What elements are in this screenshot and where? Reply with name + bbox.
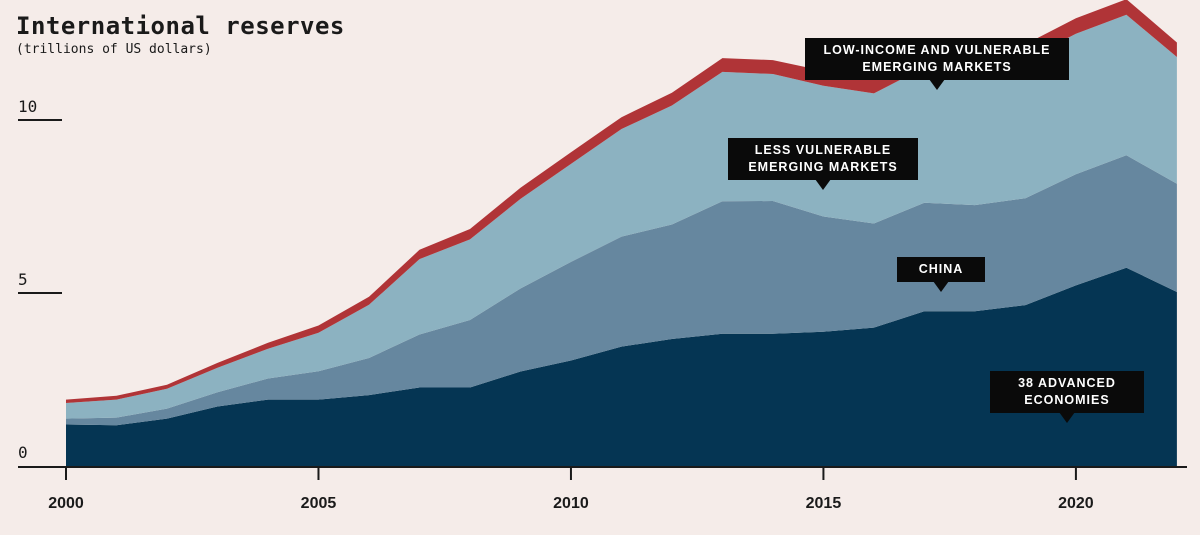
callout-pointer (815, 179, 831, 190)
callout-label: CHINA (919, 262, 964, 276)
callout-label: 38 ADVANCED (1018, 376, 1116, 390)
callout-pointer (1059, 412, 1075, 423)
x-tick-label: 2015 (806, 495, 842, 512)
callout-pointer (933, 281, 949, 292)
callout-label: EMERGING MARKETS (748, 160, 897, 174)
area-less-vulnerable (66, 14, 1177, 419)
callout-low-income: LOW-INCOME AND VULNERABLE EMERGING MARKET… (805, 38, 1069, 90)
x-tick-label: 2000 (48, 495, 84, 512)
area-advanced (66, 267, 1177, 466)
callout-label: EMERGING MARKETS (862, 60, 1011, 74)
area-layers (66, 0, 1177, 466)
y-tick-label: 5 (18, 270, 28, 289)
y-tick-label: 0 (18, 443, 28, 462)
area-china (66, 155, 1177, 426)
x-tick-label: 2005 (301, 495, 337, 512)
callout-less-vulnerable: LESS VULNERABLE EMERGING MARKETS (728, 138, 918, 190)
x-tick-label: 2010 (553, 495, 589, 512)
callout-box (805, 38, 1069, 80)
callout-china: CHINA (897, 257, 985, 292)
x-tick-label: 2020 (1058, 495, 1094, 512)
callout-advanced: 38 ADVANCED ECONOMIES (990, 371, 1144, 423)
callout-box (728, 138, 918, 180)
callout-box (897, 257, 985, 282)
callout-label: ECONOMIES (1024, 393, 1109, 407)
callout-pointer (929, 79, 945, 90)
chart-title: International reserves (16, 12, 345, 40)
callout-box (990, 371, 1144, 413)
callout-label: LOW-INCOME AND VULNERABLE (823, 43, 1050, 57)
callout-label: LESS VULNERABLE (755, 143, 892, 157)
chart-subtitle: (trillions of US dollars) (16, 42, 212, 57)
y-tick-label: 10 (18, 97, 37, 116)
